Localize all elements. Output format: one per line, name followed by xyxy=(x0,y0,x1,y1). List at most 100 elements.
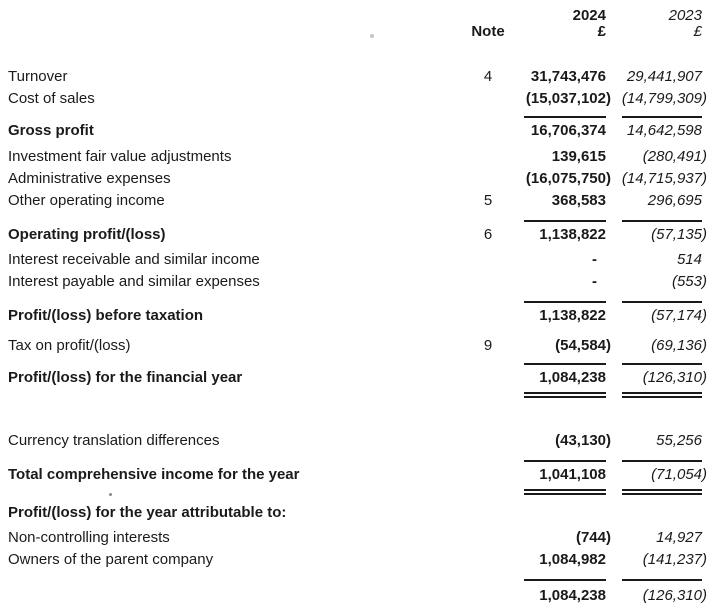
header-spacer xyxy=(8,8,466,24)
value-2024: (54,584) xyxy=(555,337,611,354)
note-value xyxy=(466,527,510,549)
rule-line xyxy=(524,489,606,495)
rule-spacer xyxy=(8,460,466,462)
row-label: Interest receivable and similar income xyxy=(8,251,260,268)
rule-line xyxy=(524,116,606,118)
underline-row xyxy=(8,301,702,303)
rule-2023 xyxy=(606,220,702,222)
value-2023: (553) xyxy=(671,273,707,290)
rule-line xyxy=(524,392,606,398)
rule-line xyxy=(622,301,702,303)
value-2023: (71,054) xyxy=(651,466,707,483)
rule-line xyxy=(622,220,702,222)
value-2024: 31,743,476 xyxy=(530,68,606,85)
rule-2023 xyxy=(606,579,702,581)
statement-rows: Turnover 4 31,743,476 29,441,907 Cost of sal… xyxy=(8,66,707,607)
value-2023: 296,695 xyxy=(647,192,702,209)
rule-2023 xyxy=(606,489,702,495)
note-column-header: Note xyxy=(471,23,505,40)
rule-spacer xyxy=(466,579,510,581)
row-investment-fair-value-adjustments: Investment fair value adjustments 139,615… xyxy=(8,146,707,168)
row-non-controlling-interests: Non-controlling interests (744) 14,927 xyxy=(8,527,702,549)
row-label: Tax on profit/(loss) xyxy=(8,337,131,354)
value-2023: (126,310) xyxy=(642,369,707,386)
rule-spacer xyxy=(8,392,466,398)
rule-spacer xyxy=(8,220,466,222)
note-value xyxy=(466,88,510,110)
rule-line xyxy=(524,301,606,303)
value-2023: (141,237) xyxy=(642,551,707,568)
row-gross-profit: Gross profit 16,706,374 14,642,598 xyxy=(8,120,702,142)
row-owners-of-the-parent-company: Owners of the parent company 1,084,982 (14… xyxy=(8,549,707,571)
value-2024: - xyxy=(592,251,597,268)
row-label: Cost of sales xyxy=(8,90,95,107)
value-2024: 1,084,238 xyxy=(539,369,606,386)
row-profit-loss-before-taxation: Profit/(loss) before taxation 1,138,822 (5… xyxy=(8,305,707,327)
header-spacer xyxy=(8,24,466,40)
row-label: Non-controlling interests xyxy=(8,529,170,546)
value-2023: 55,256 xyxy=(656,432,702,449)
note-value xyxy=(466,549,510,571)
currency-header-2024: £ xyxy=(597,23,606,40)
value-2024: 1,041,108 xyxy=(539,466,606,483)
rule-2024 xyxy=(510,301,606,303)
row-label: Gross profit xyxy=(8,122,94,139)
note-value xyxy=(466,367,510,389)
row-cost-of-sales: Cost of sales (15,037,102) (14,799,309) xyxy=(8,88,707,110)
row-total-comprehensive-income-for-the-year: Total comprehensive income for the year 1… xyxy=(8,464,707,486)
row-label: Profit/(loss) before taxation xyxy=(8,307,204,324)
rule-line xyxy=(622,460,702,462)
rule-spacer xyxy=(8,579,466,581)
row-label: Interest payable and similar expenses xyxy=(8,273,260,290)
rule-spacer xyxy=(466,489,510,495)
header-currency-row: Note £ £ xyxy=(8,24,702,40)
note-value: 6 xyxy=(483,226,493,243)
rule-spacer xyxy=(466,220,510,222)
rule-2023 xyxy=(606,301,702,303)
row-interest-receivable-and-similar-income: Interest receivable and similar income - 5… xyxy=(8,249,702,271)
rule-spacer xyxy=(8,489,466,495)
rule-spacer xyxy=(466,301,510,303)
note-value: 9 xyxy=(483,337,493,354)
row-label: Profit/(loss) for the year attributable … xyxy=(8,504,287,521)
rule-line xyxy=(524,460,606,462)
row-tax-on-profit-loss: Tax on profit/(loss) 9 (54,584) (69,136) xyxy=(8,335,707,357)
value-2024: (15,037,102) xyxy=(525,90,611,107)
value-2024: 1,084,982 xyxy=(539,551,606,568)
underline-row xyxy=(8,116,702,118)
underline-row xyxy=(8,579,702,581)
row-turnover: Turnover 4 31,743,476 29,441,907 xyxy=(8,66,702,88)
value-2023: (126,310) xyxy=(642,587,707,604)
header-spacer xyxy=(466,8,510,24)
row-administrative-expenses: Administrative expenses (16,075,750) (14,7… xyxy=(8,168,707,190)
value-2023: 29,441,907 xyxy=(626,68,702,85)
rule-2023 xyxy=(606,460,702,462)
value-2023: 514 xyxy=(676,251,702,268)
row-profit-loss-for-the-financial-year: Profit/(loss) for the financial year 1,08… xyxy=(8,367,707,389)
row-label: Currency translation differences xyxy=(8,432,220,449)
row-label: Administrative expenses xyxy=(8,170,171,187)
value-2023: (14,799,309) xyxy=(621,90,707,107)
rule-spacer xyxy=(466,460,510,462)
row-label: Turnover xyxy=(8,68,68,85)
rule-spacer xyxy=(466,363,510,365)
note-value xyxy=(466,168,510,190)
value-2023: (57,135) xyxy=(651,226,707,243)
rule-line xyxy=(524,220,606,222)
note-value xyxy=(466,120,510,142)
row-label: Owners of the parent company xyxy=(8,551,214,568)
rule-2023 xyxy=(606,363,702,365)
rule-line xyxy=(524,579,606,581)
row-label: Operating profit/(loss) xyxy=(8,226,166,243)
value-2023 xyxy=(606,502,702,524)
rule-2024 xyxy=(510,363,606,365)
value-2024: 368,583 xyxy=(551,192,606,209)
rule-2024 xyxy=(510,460,606,462)
rule-line xyxy=(524,363,606,365)
value-2024: 139,615 xyxy=(551,148,606,165)
note-value xyxy=(466,464,510,486)
double-underline-row xyxy=(8,392,702,398)
value-2024: 16,706,374 xyxy=(530,122,606,139)
scan-speckle xyxy=(370,34,374,38)
rule-line xyxy=(622,579,702,581)
